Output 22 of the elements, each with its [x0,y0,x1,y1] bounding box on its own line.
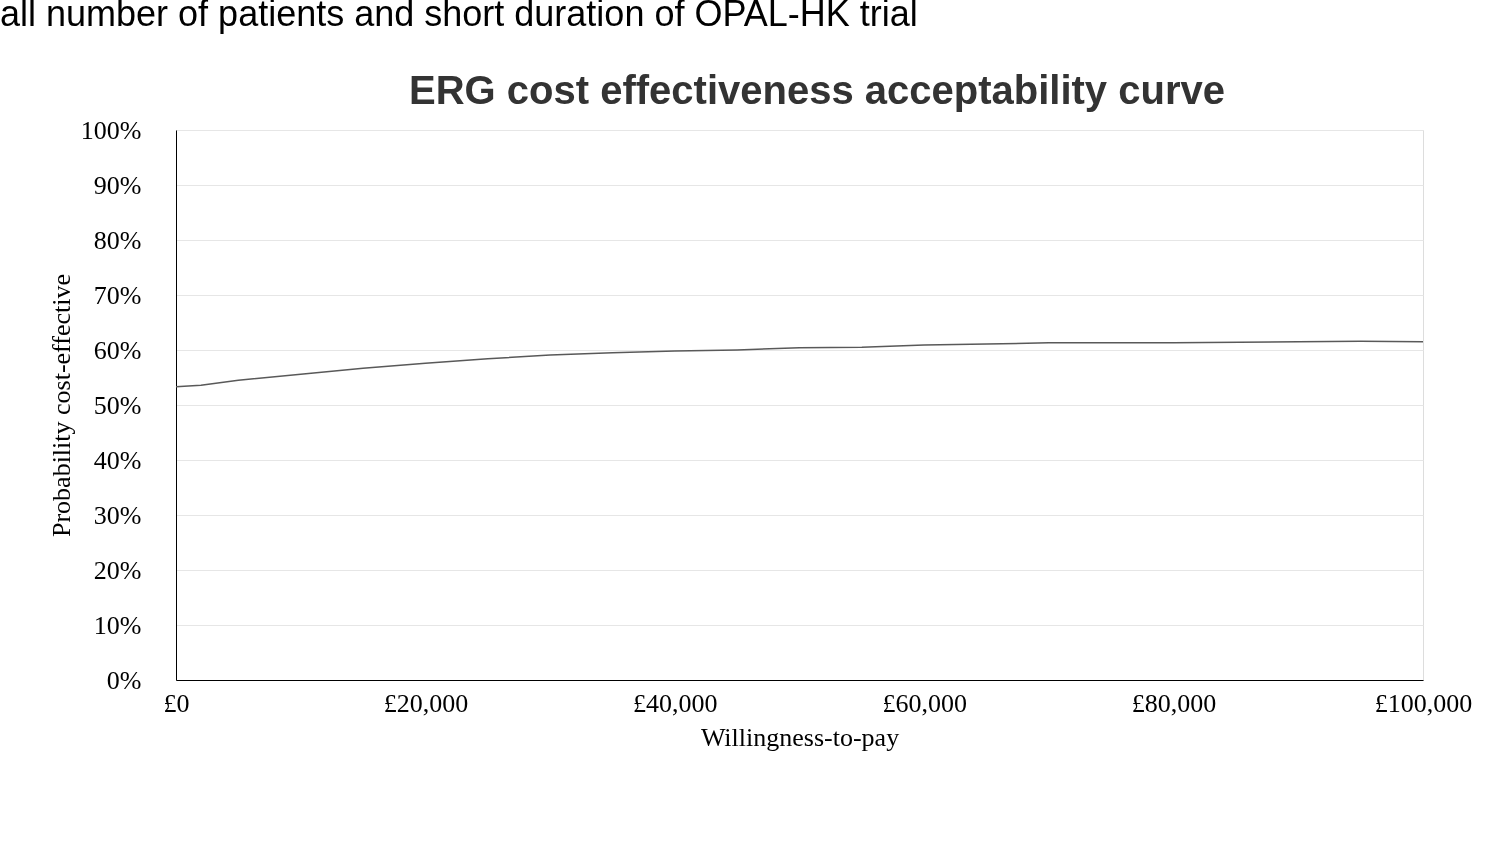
y-axis-title: Probability cost-effective [46,273,76,538]
y-tick-label: 50% [93,390,142,420]
x-tick-label: £40,000 [633,688,718,718]
chart-title: ERG cost effectiveness acceptability curve [409,68,1225,112]
y-tick-label: 30% [93,500,142,530]
y-tick-label: 80% [93,225,142,255]
x-tick-label: £100,000 [1374,688,1473,718]
y-tick-label: 90% [93,170,142,200]
y-tick-label: 60% [93,335,142,365]
x-axis-title: Willingness-to-pay [700,722,900,752]
x-tick-label: £0 [163,688,190,718]
y-tick-label: 40% [93,445,142,475]
y-tick-label: 70% [93,280,142,310]
x-tick-label: £20,000 [383,688,469,718]
y-tick-label: 10% [93,610,142,640]
line-series [175,340,1424,388]
x-tick-label: £60,000 [882,688,967,718]
x-tick-label: £80,000 [1131,688,1217,718]
text: all number of patients and short duration of OPAL-HK trial [0,0,918,34]
y-tick-label: 20% [93,555,142,585]
y-tick-label: 100% [80,115,142,145]
y-tick-label: 0% [106,665,142,695]
